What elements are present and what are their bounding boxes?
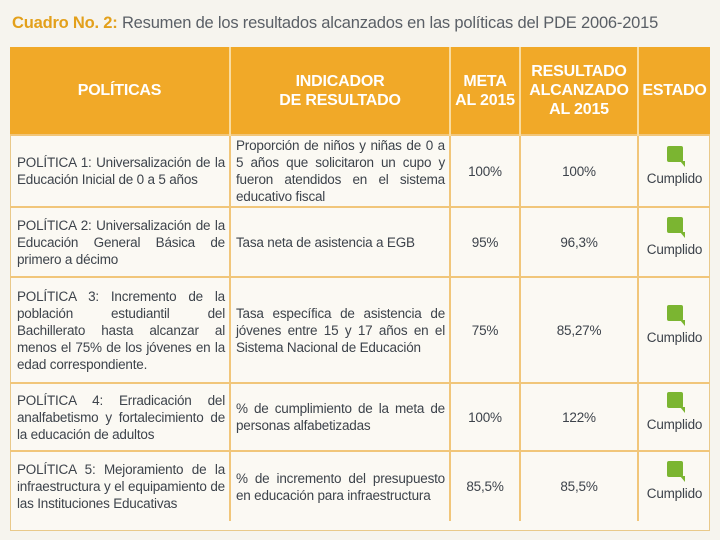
results-table: POLÍTICAS INDICADOR DE RESULTADO META AL 2… <box>10 47 710 521</box>
table-header-row: POLÍTICAS INDICADOR DE RESULTADO META AL 2… <box>10 47 710 135</box>
resultado-cell: 122% <box>520 382 639 451</box>
meta-cell: 95% <box>450 206 521 277</box>
resultado-cell: 100% <box>520 134 639 207</box>
caption-lead: Cuadro No. 2: <box>12 14 118 32</box>
table-row: POLÍTICA 4: Erradicación del analfabetis… <box>10 382 710 451</box>
meta-cell: 85,5% <box>450 450 521 521</box>
meta-cell: 100% <box>450 134 521 207</box>
header-politicas: POLÍTICAS <box>10 47 231 135</box>
meta-cell: 100% <box>450 382 521 451</box>
resultado-cell: 85,27% <box>520 276 639 383</box>
header-resultado: RESULTADO ALCANZADO AL 2015 <box>520 47 639 135</box>
politica-cell: POLÍTICA 2: Universalización de la Educa… <box>10 206 231 277</box>
caption-text: Resumen de los resultados alcanzados en … <box>117 14 659 32</box>
indicador-cell: Tasa específica de asistencia de jóvenes… <box>230 276 451 383</box>
resultado-cell: 96,3% <box>520 206 639 277</box>
indicador-cell: % de cumplimiento de la meta de personas… <box>230 382 451 451</box>
table-row: POLÍTICA 2: Universalización de la Educa… <box>10 206 710 277</box>
estado-cell: Cumplido <box>638 382 710 451</box>
header-indicador: INDICADOR DE RESULTADO <box>230 47 451 135</box>
indicador-cell: Tasa neta de asistencia a EGB <box>230 206 451 277</box>
estado-label: Cumplido <box>646 170 703 186</box>
politica-cell: POLÍTICA 4: Erradicación del analfabetis… <box>10 382 231 451</box>
politica-cell: POLÍTICA 5: Mejoramiento de la infraestr… <box>10 450 231 521</box>
speech-bubble-icon <box>666 304 685 326</box>
estado-cell: Cumplido <box>638 134 710 207</box>
resultado-cell: 85,5% <box>520 450 639 521</box>
estado-cell: Cumplido <box>638 450 710 521</box>
estado-label: Cumplido <box>646 486 703 501</box>
estado-label: Cumplido <box>646 329 703 345</box>
table-row: POLÍTICA 5: Mejoramiento de la infraestr… <box>10 450 710 521</box>
header-estado: ESTADO <box>638 47 710 135</box>
politica-cell: POLÍTICA 1: Universalización de la Educa… <box>10 134 231 207</box>
estado-cell: Cumplido <box>638 276 710 383</box>
table-caption: Cuadro No. 2: Resumen de los resultados … <box>12 14 712 33</box>
indicador-cell: % de incremento del presupuesto en educa… <box>230 450 451 521</box>
meta-cell: 75% <box>450 276 521 383</box>
politica-cell: POLÍTICA 3: Incremento de la población e… <box>10 276 231 383</box>
speech-bubble-icon <box>666 216 685 238</box>
speech-bubble-icon <box>666 145 685 167</box>
speech-bubble-icon <box>666 461 685 482</box>
estado-label: Cumplido <box>646 416 703 432</box>
indicador-cell: Proporción de niños y niñas de 0 a 5 año… <box>230 134 451 207</box>
table-row: POLÍTICA 3: Incremento de la población e… <box>10 276 710 383</box>
table-row: POLÍTICA 1: Universalización de la Educa… <box>10 134 710 207</box>
header-meta: META AL 2015 <box>450 47 521 135</box>
estado-cell: Cumplido <box>638 206 710 277</box>
speech-bubble-icon <box>666 391 685 413</box>
estado-label: Cumplido <box>646 241 703 257</box>
